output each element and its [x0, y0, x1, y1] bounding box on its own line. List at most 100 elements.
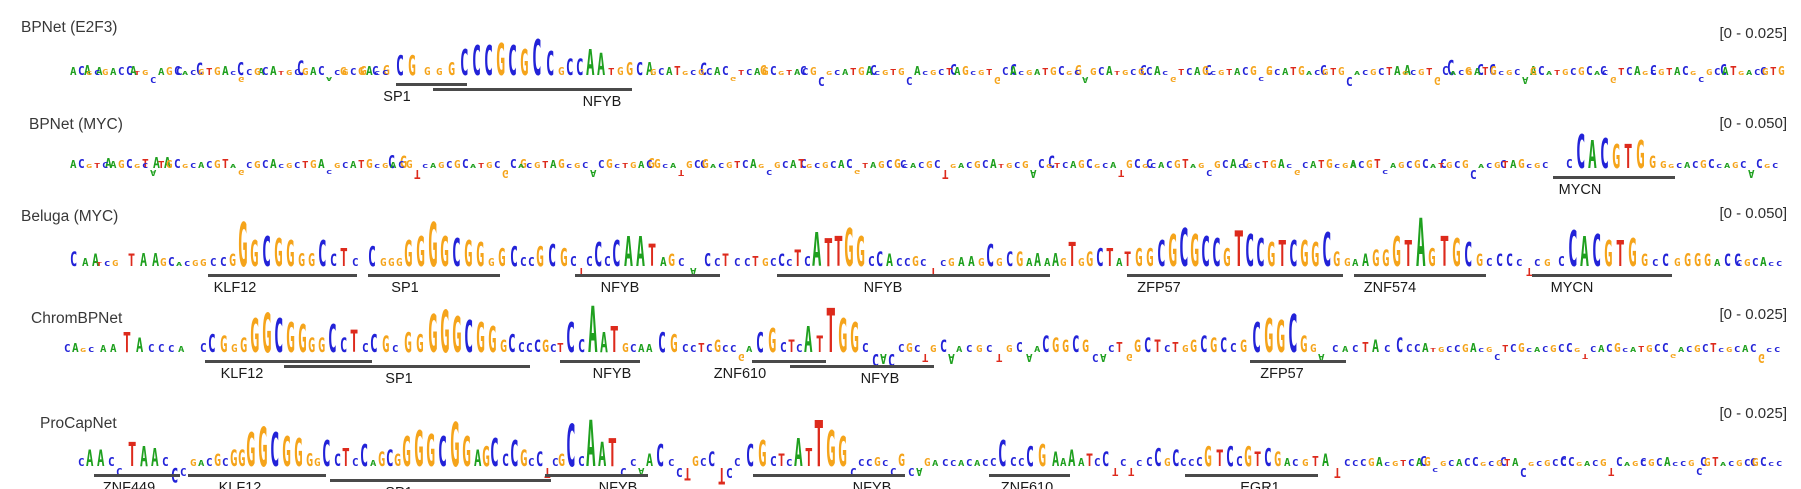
motif-label-sp1: SP1	[385, 371, 412, 387]
logo-letter-c: C	[770, 453, 777, 469]
logo-letter-c: C	[888, 349, 895, 367]
logo-letter-t: T	[340, 243, 348, 272]
logo-letter-c: C	[1006, 248, 1013, 271]
logo-letter-c: C	[168, 254, 175, 269]
logo-letter-c: C	[1514, 68, 1520, 78]
logo-letter-a: A	[1194, 65, 1201, 78]
logo-letter-t: T	[1042, 67, 1049, 77]
logo-letter-g: G	[1668, 163, 1674, 170]
logo-letter-g: G	[383, 62, 390, 78]
logo-letter-c: C	[1560, 456, 1567, 469]
logo-letter-a: A	[646, 452, 653, 470]
logo-letter-t: T	[1254, 448, 1261, 471]
motif-underline-nfyb	[433, 88, 632, 91]
logo-letter-a: A	[1394, 63, 1401, 78]
logo-letter-t: T	[578, 265, 585, 278]
logo-letter-c: C	[1010, 63, 1017, 80]
logo-letter-a: A	[638, 465, 645, 475]
motif-underline-mycn	[1532, 274, 1672, 277]
logo-letter-c: C	[94, 70, 100, 78]
logo-letter-g: G	[906, 340, 913, 355]
logo-letter-g: G	[760, 62, 767, 78]
logo-letter-a: A	[866, 63, 873, 78]
logo-letter-c: C	[1776, 261, 1782, 269]
logo-letter-c: C	[116, 465, 123, 478]
logo-letter-c: C	[566, 55, 573, 81]
logo-letter-g: G	[1090, 67, 1097, 77]
logo-letter-g: G	[166, 158, 173, 171]
logo-letter-c: C	[1698, 75, 1704, 83]
logo-letter-g: G	[1778, 63, 1785, 78]
logo-letter-g: G	[1342, 163, 1348, 171]
logo-letter-t: T	[1128, 465, 1135, 478]
logo-letter-g: G	[1632, 461, 1638, 469]
logo-letter-a: A	[86, 446, 94, 472]
logo-letter-c: C	[368, 242, 376, 274]
logo-letter-g: G	[1382, 246, 1389, 272]
logo-letter-a: A	[1474, 67, 1481, 77]
logo-letter-c: C	[206, 456, 213, 469]
logo-letter-c: C	[446, 160, 453, 170]
logo-letter-g: G	[1610, 74, 1617, 84]
logo-letter-c: C	[704, 249, 711, 270]
logo-letter-c: C	[1506, 252, 1513, 270]
logo-letter-g: G	[306, 449, 313, 470]
logo-letter-c: C	[1072, 332, 1079, 358]
logo-letter-a: A	[550, 158, 557, 171]
logo-letter-c: C	[770, 256, 777, 269]
logo-letter-c: C	[630, 342, 637, 355]
logo-letter-a: A	[958, 459, 965, 469]
logo-letter-c: C	[1446, 345, 1452, 355]
logo-letter-g: G	[1060, 256, 1067, 269]
logo-letter-c: C	[1322, 224, 1331, 278]
motif-label-zfp57: ZFP57	[1260, 366, 1304, 382]
logo-letter-a: A	[1530, 63, 1537, 78]
motif-label-mycn: MYCN	[1551, 280, 1594, 296]
logo-letter-c: C	[898, 342, 905, 355]
logo-letter-t: T	[1526, 265, 1533, 278]
motif-underline-nfyb	[753, 474, 905, 477]
logo-letter-c: C	[942, 458, 949, 468]
logo-letter-g: G	[190, 458, 197, 468]
logo-letter-g: G	[452, 306, 462, 364]
logo-letter-a: A	[1416, 456, 1423, 469]
logo-letter-c: C	[502, 452, 509, 470]
logo-letter-c: C	[1708, 156, 1715, 171]
logo-letter-c: C	[1616, 454, 1623, 469]
logo-letter-g: G	[976, 344, 983, 354]
logo-letter-c: C	[918, 161, 924, 171]
logo-letter-g: G	[1414, 158, 1421, 171]
logo-letter-a: A	[948, 351, 955, 367]
logo-letter-t: T	[1400, 459, 1407, 469]
logo-letter-c: C	[1352, 459, 1358, 469]
logo-letter-t: T	[674, 63, 681, 78]
logo-letter-t: T	[814, 407, 824, 481]
logo-letter-t: T	[1054, 163, 1060, 171]
logo-letter-c: C	[546, 45, 554, 83]
track-title-procapnet: ProCapNet	[40, 415, 117, 432]
logo-letter-t: T	[862, 163, 868, 171]
logo-letter-c: C	[1592, 459, 1598, 469]
logo-letter-t: T	[1712, 454, 1719, 469]
logo-letter-g: G	[978, 70, 984, 78]
logo-letter-a: A	[182, 70, 188, 77]
logo-letter-g: G	[1168, 226, 1177, 277]
logo-letter-g: G	[1440, 461, 1446, 469]
logo-letter-t: T	[414, 167, 421, 182]
logo-letter-c: C	[1334, 163, 1340, 170]
logo-letter-c: C	[766, 168, 772, 176]
logo-letter-c: C	[148, 342, 155, 355]
logo-letter-c: C	[1245, 226, 1254, 277]
logo-letter-t: T	[608, 67, 615, 77]
logo-letter-c: C	[274, 310, 283, 364]
logo-letter-g: G	[650, 68, 657, 78]
logo-letter-c: C	[1682, 63, 1689, 78]
logo-letter-a: A	[1052, 448, 1060, 471]
logo-letter-c: C	[534, 338, 541, 356]
logo-letter-g: G	[762, 65, 769, 78]
logo-letter-c: C	[318, 234, 327, 275]
logo-letter-g: G	[534, 161, 541, 171]
logo-letter-c: C	[882, 459, 888, 469]
logo-letter-g: G	[298, 316, 307, 361]
